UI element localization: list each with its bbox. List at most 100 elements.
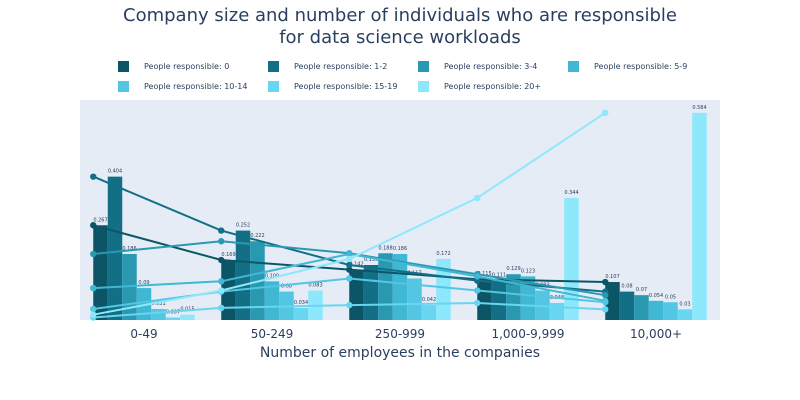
bar-6-4	[549, 302, 565, 320]
data-label: 0.129	[506, 266, 520, 272]
line-point-5-5	[602, 299, 609, 306]
line-point-5-3	[346, 275, 353, 282]
legend-item[interactable]: People responsible: 5-9	[568, 58, 687, 74]
data-label: 0.07	[636, 287, 647, 293]
legend-label: People responsible: 5-9	[594, 61, 688, 71]
line-point-1-5	[602, 278, 609, 286]
data-label: 0.584	[692, 105, 706, 111]
data-label: 0.267	[93, 217, 107, 223]
bar-7-3	[436, 258, 451, 320]
data-label: 0.054	[649, 293, 663, 299]
data-label: 0.169	[221, 252, 235, 258]
line-point-1-1	[90, 222, 97, 229]
line-point-6-2	[218, 304, 225, 312]
bar-3-4	[506, 274, 521, 320]
line-point-4-1	[90, 284, 97, 292]
line-point-4-4	[474, 273, 481, 280]
legend-item[interactable]: People responsible: 0	[118, 58, 229, 74]
legend-label: People responsible: 20+	[444, 81, 542, 91]
line-point-7-2	[218, 287, 225, 294]
line-point-5-1	[90, 305, 97, 313]
bar-1-3	[349, 269, 364, 320]
legend-swatch	[118, 80, 129, 92]
bar-1-1	[93, 225, 108, 320]
x-axis-title: Number of employees in the companies	[259, 345, 541, 361]
bar-2-4	[491, 280, 507, 320]
bar-2-2	[235, 230, 251, 320]
chart-title-line-2: for data science workloads	[279, 27, 521, 48]
data-label: 0.08	[281, 284, 292, 290]
bar-7-1	[180, 314, 195, 320]
data-label: 0.186	[393, 246, 407, 252]
legend-label: People responsible: 1-2	[294, 61, 388, 71]
legend-item[interactable]: People responsible: 3-4	[418, 58, 537, 74]
bar-4-2	[264, 281, 280, 320]
legend-label: People responsible: 0	[144, 61, 230, 71]
legend-label: People responsible: 15-19	[294, 81, 398, 91]
data-label: 0.222	[250, 233, 264, 239]
data-label: 0.252	[236, 223, 250, 229]
bar-7-4	[564, 197, 579, 320]
legend-item[interactable]: People responsible: 10-14	[118, 78, 247, 94]
line-point-2-1	[90, 173, 97, 180]
data-label: 0.111	[492, 273, 506, 279]
data-label: 0.109	[265, 273, 279, 279]
data-label: 0.155	[364, 257, 378, 263]
line-point-7-1	[90, 311, 97, 318]
data-label: 0.042	[422, 297, 436, 303]
bar-6-3	[421, 305, 437, 320]
x-tick-label: 250-999	[375, 327, 425, 341]
line-point-7-4	[474, 194, 481, 202]
bar-7-5	[692, 112, 707, 320]
data-label: 0.186	[122, 246, 136, 252]
legend-item[interactable]: People responsible: 20+	[418, 78, 541, 94]
legend-swatch	[568, 60, 579, 72]
bar-2-1	[107, 176, 123, 320]
line-point-6-3	[346, 301, 353, 309]
bar-2-5	[619, 291, 635, 320]
chart-title-line-1: Company size and number of individuals w…	[123, 5, 677, 26]
data-label: 0.172	[436, 251, 450, 257]
data-label: 0.107	[605, 274, 619, 280]
bar-1-4	[477, 279, 492, 320]
legend-swatch	[268, 80, 279, 92]
data-label: 0.142	[349, 262, 363, 268]
x-tick-label: 10,000+	[630, 327, 682, 341]
data-label: 0.115	[477, 271, 491, 277]
bar-3-5	[634, 295, 649, 320]
line-point-2-3	[346, 261, 353, 269]
legend-swatch	[418, 80, 429, 92]
bar-4-1	[136, 288, 152, 320]
line-point-4-2	[218, 278, 225, 285]
line-point-1-3	[346, 266, 353, 273]
bar-2-3	[363, 265, 379, 320]
legend-swatch	[118, 60, 129, 72]
chart-title: Company size and number of individuals w…	[0, 5, 800, 49]
line-point-7-5	[602, 109, 609, 116]
bar-6-2	[293, 307, 309, 320]
bar-5-3	[407, 278, 422, 320]
data-label: 0.083	[308, 283, 322, 289]
data-label: 0.03	[679, 301, 690, 307]
data-label: 0.08	[621, 284, 632, 290]
legend-item[interactable]: People responsible: 1-2	[268, 58, 387, 74]
line-point-5-4	[474, 287, 481, 294]
line-point-1-2	[218, 256, 225, 264]
data-label: 0.344	[564, 190, 578, 196]
line-point-4-3	[346, 250, 353, 258]
data-label: 0.031	[151, 301, 165, 307]
x-tick-label: 50-249	[251, 327, 294, 341]
data-label: 0.05	[665, 294, 676, 300]
line-point-6-5	[602, 306, 609, 313]
data-label: 0.188	[378, 245, 392, 251]
legend-swatch	[268, 60, 279, 72]
legend-item[interactable]: People responsible: 15-19	[268, 78, 397, 94]
bar-6-5	[677, 309, 693, 320]
bar-5-5	[663, 302, 678, 320]
bar-5-1	[151, 309, 166, 320]
line-point-7-3	[346, 255, 353, 263]
bar-6-1	[165, 317, 181, 320]
legend-label: People responsible: 10-14	[144, 81, 248, 91]
line-point-2-2	[218, 227, 225, 234]
